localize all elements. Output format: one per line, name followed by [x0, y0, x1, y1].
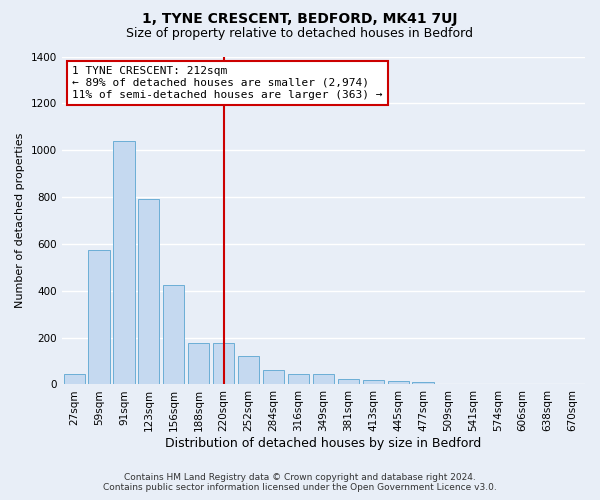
- Bar: [362, 380, 384, 384]
- Text: Contains HM Land Registry data © Crown copyright and database right 2024.
Contai: Contains HM Land Registry data © Crown c…: [103, 473, 497, 492]
- Text: Size of property relative to detached houses in Bedford: Size of property relative to detached ho…: [127, 28, 473, 40]
- Bar: [88, 250, 110, 384]
- Bar: [138, 200, 160, 384]
- Text: 1 TYNE CRESCENT: 212sqm
← 89% of detached houses are smaller (2,974)
11% of semi: 1 TYNE CRESCENT: 212sqm ← 89% of detache…: [72, 66, 383, 100]
- Y-axis label: Number of detached properties: Number of detached properties: [15, 133, 25, 308]
- Bar: [238, 356, 259, 384]
- Bar: [313, 374, 334, 384]
- Bar: [288, 374, 309, 384]
- Bar: [213, 344, 234, 384]
- Bar: [113, 141, 134, 384]
- X-axis label: Distribution of detached houses by size in Bedford: Distribution of detached houses by size …: [165, 437, 481, 450]
- Bar: [338, 378, 359, 384]
- Bar: [412, 382, 434, 384]
- Text: 1, TYNE CRESCENT, BEDFORD, MK41 7UJ: 1, TYNE CRESCENT, BEDFORD, MK41 7UJ: [142, 12, 458, 26]
- Bar: [188, 344, 209, 384]
- Bar: [388, 382, 409, 384]
- Bar: [64, 374, 85, 384]
- Bar: [163, 285, 184, 384]
- Bar: [263, 370, 284, 384]
